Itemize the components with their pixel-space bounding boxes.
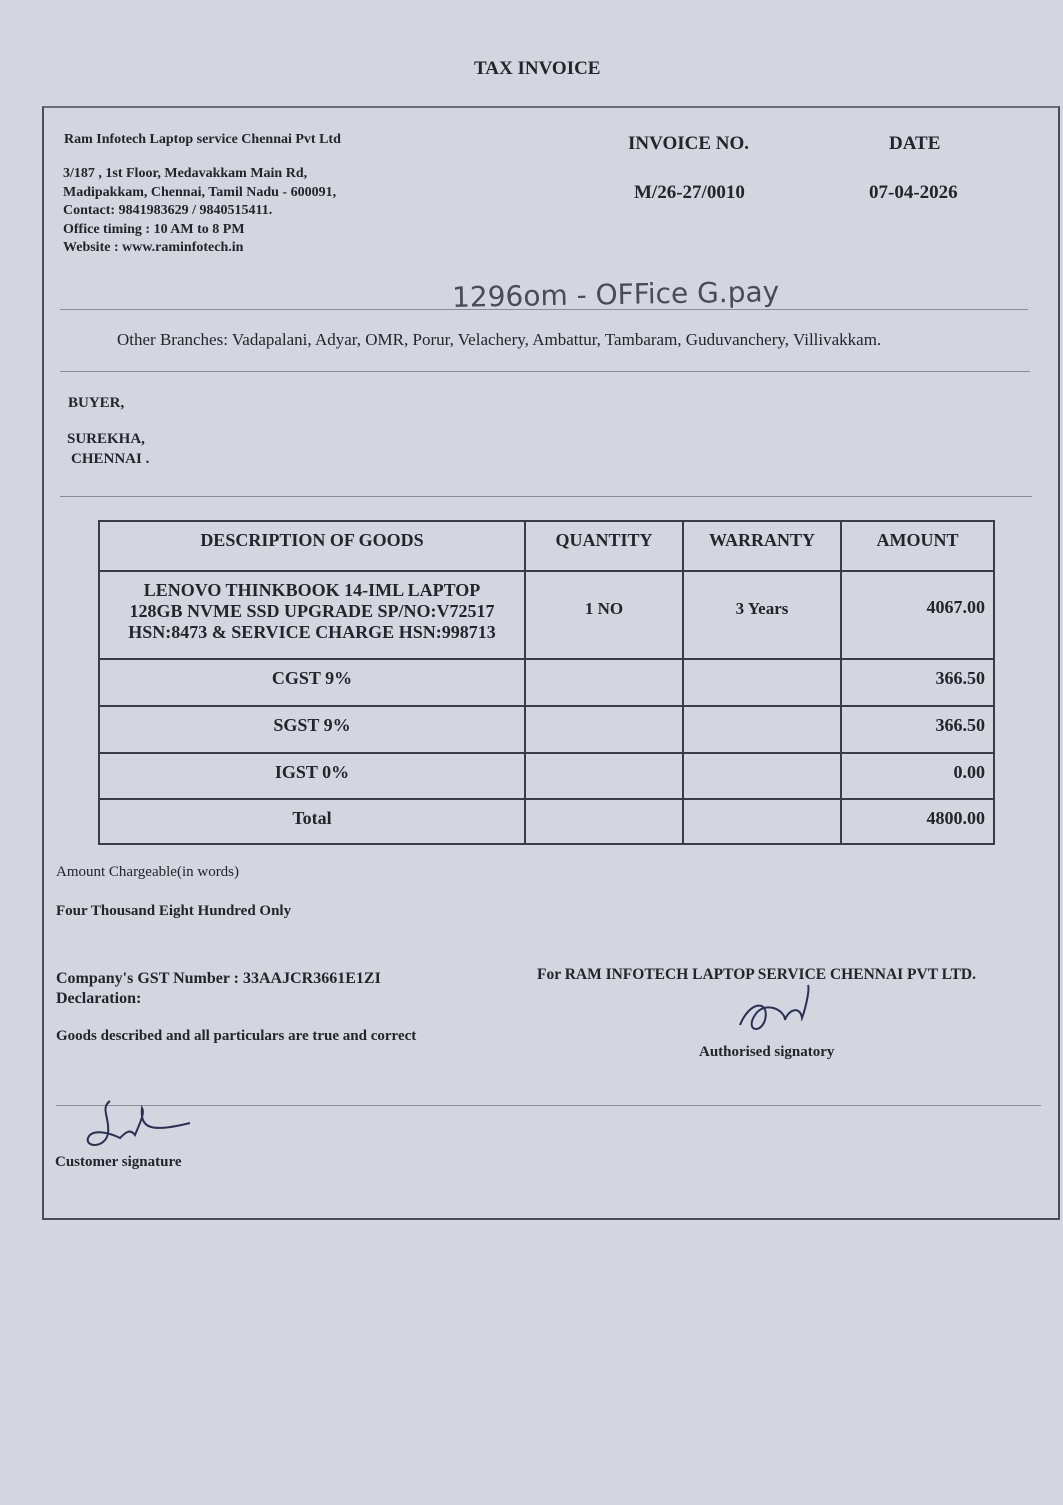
divider [60,496,1032,497]
header-amount: AMOUNT [840,520,995,572]
item-amount: 4067.00 [840,570,995,660]
row-amount: 4800.00 [840,798,995,845]
buyer-label: BUYER, [68,395,125,411]
gst-number: Company's GST Number : 33AAJCR3661E1ZI [56,970,381,987]
for-company: For RAM INFOTECH LAPTOP SERVICE CHENNAI … [537,966,976,983]
header-quantity: QUANTITY [524,520,684,572]
invoice-no-label: INVOICE NO. [628,133,750,154]
desc-line: HSN:8473 & SERVICE CHARGE HSN:998713 [128,622,496,642]
invoice-no: M/26-27/0010 [634,182,745,203]
address-line: 3/187 , 1st Floor, Medavakkam Main Rd, [63,166,308,181]
other-branches: Other Branches: Vadapalani, Adyar, OMR, … [117,330,882,349]
table-row-total: Total 4800.00 [98,798,995,845]
header-description: DESCRIPTION OF GOODS [98,520,526,572]
divider [56,1105,1041,1106]
company-name: Ram Infotech Laptop service Chennai Pvt … [64,132,341,147]
item-warranty: 3 Years [682,570,842,660]
row-label: Total [98,798,526,845]
divider [60,309,1028,310]
desc-line: LENOVO THINKBOOK 14-IML LAPTOP [143,580,481,600]
authorised-signatory: Authorised signatory [699,1044,835,1060]
row-label: IGST 0% [98,752,526,800]
row-label: CGST 9% [98,658,526,707]
declaration-text: Goods described and all particulars are … [56,1028,417,1044]
invoice-date: 07-04-2026 [869,182,958,203]
row-label: SGST 9% [98,705,526,754]
item-description: LENOVO THINKBOOK 14-IML LAPTOP 128GB NVM… [98,570,526,660]
invoice-frame [42,106,1060,1220]
item-quantity: 1 NO [524,570,684,660]
company-address: 3/187 , 1st Floor, Medavakkam Main Rd, M… [63,165,336,258]
website-line: Website : www.raminfotech.in [63,240,244,255]
table-row: IGST 0% 0.00 [98,752,995,800]
customer-signature-label: Customer signature [55,1154,182,1170]
divider [60,371,1030,372]
desc-line: 128GB NVME SSD UPGRADE SP/NO:V72517 [129,601,495,621]
table-header-row: DESCRIPTION OF GOODS QUANTITY WARRANTY A… [98,520,995,572]
goods-table: DESCRIPTION OF GOODS QUANTITY WARRANTY A… [98,520,995,845]
table-row: LENOVO THINKBOOK 14-IML LAPTOP 128GB NVM… [98,570,995,660]
amount-words-label: Amount Chargeable(in words) [56,864,240,880]
row-amount: 366.50 [840,705,995,754]
row-amount: 366.50 [840,658,995,707]
buyer-city: CHENNAI . [71,451,150,467]
authorised-signature [739,984,810,1030]
table-row: SGST 9% 366.50 [98,705,995,754]
address-line: Madipakkam, Chennai, Tamil Nadu - 600091… [63,184,337,200]
row-amount: 0.00 [840,752,995,800]
amount-words: Four Thousand Eight Hundred Only [56,903,292,919]
customer-signature-mark [86,1100,191,1146]
table-row: CGST 9% 366.50 [98,658,995,707]
document-title: TAX INVOICE [474,58,601,79]
contact-line: Contact: 9841983629 / 9840515411. [63,203,273,218]
header-warranty: WARRANTY [682,520,842,572]
date-label: DATE [889,133,941,154]
buyer-name: SUREKHA, [67,431,145,447]
timing-line: Office timing : 10 AM to 8 PM [63,221,245,237]
declaration-label: Declaration: [56,990,142,1007]
